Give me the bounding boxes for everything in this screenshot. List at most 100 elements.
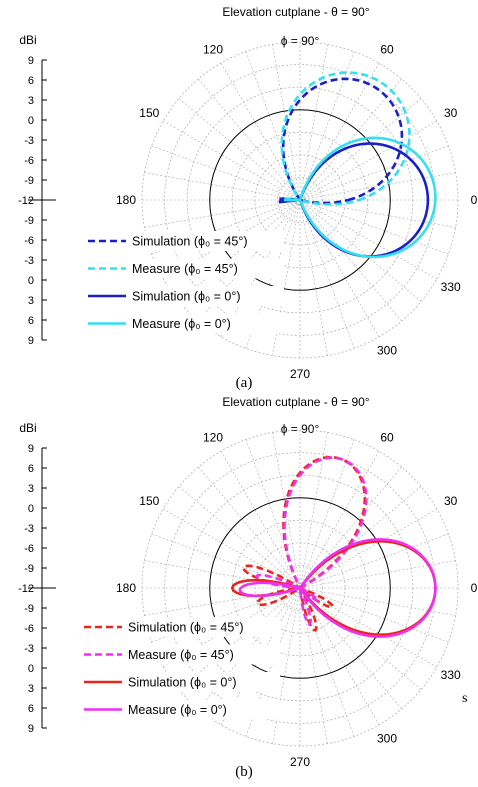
legend-bg: [84, 258, 284, 279]
radial-tick-label: -12: [18, 583, 34, 595]
legend-entry-2: Simulation (ϕ₀ = 0°): [128, 676, 237, 690]
radial-tick-label: -3: [24, 523, 34, 535]
angle-tick-label: 300: [377, 732, 397, 746]
panel-caption: (a): [236, 375, 253, 391]
radial-tick-label: 3: [28, 295, 34, 307]
angle-tick-label: 330: [441, 668, 461, 682]
radial-tick-label: 0: [28, 115, 34, 127]
panel-caption: (b): [235, 764, 253, 780]
series-line-3: [238, 538, 437, 638]
legend-bg: [84, 231, 284, 251]
grid-spoke: [299, 98, 422, 201]
legend-bg: [84, 313, 284, 334]
legend-entry-1: Measure (ϕ₀ = 45°): [132, 262, 238, 276]
radial-tick-label: -3: [24, 255, 34, 267]
grid-spoke: [299, 486, 422, 589]
angle-tick-label: 120: [203, 42, 223, 56]
angle-tick-label: 270: [290, 755, 310, 769]
grid-spoke: [272, 587, 301, 744]
grid-spoke: [245, 51, 301, 201]
radial-tick-label: 6: [28, 315, 34, 327]
radial-tick-label: -6: [24, 155, 34, 167]
radial-tick-label: 6: [28, 703, 34, 715]
radial-tick-label: 3: [28, 483, 34, 495]
legend-entry-0: Simulation (ϕ₀ = 45°): [128, 621, 244, 635]
legend-entry-1: Measure (ϕ₀ = 45°): [128, 648, 234, 662]
radial-tick-label: 6: [28, 463, 34, 475]
radial-tick-label: 9: [28, 55, 34, 67]
radial-axis: dBi 9 6 3 0 -3 -6 -9 -12 -9 -6 -3 0 3 6 9: [18, 33, 56, 347]
radial-tick-label: 0: [28, 275, 34, 287]
unit-label: dBi: [19, 421, 36, 435]
angle-tick-label: 180: [116, 193, 136, 207]
angle-tick-label: 150: [139, 494, 159, 508]
legend-entry-0: Simulation (ϕ₀ = 45°): [132, 235, 248, 249]
angle-tick-label: 30: [444, 106, 458, 120]
grid-spoke: [299, 199, 355, 349]
series-line-2: [278, 142, 430, 258]
grid-spoke: [144, 199, 301, 228]
angle-tick-label: 300: [377, 344, 397, 358]
legend: Simulation (ϕ₀ = 45°) Measure (ϕ₀ = 45°) S…: [80, 617, 280, 720]
angle-tick-label: 150: [139, 106, 159, 120]
chart-title: Elevation cutplane - θ = 90°: [222, 5, 369, 19]
series-line-3: [283, 136, 437, 259]
radial-tick-label: -3: [24, 643, 34, 655]
radial-tick-label: 9: [28, 443, 34, 455]
grid-spoke: [299, 587, 422, 690]
unit-label: dBi: [19, 33, 36, 47]
zero-dbi-circle: [209, 497, 391, 679]
radial-tick-label: -9: [24, 563, 34, 575]
radial-tick-label: -3: [24, 135, 34, 147]
series-line-0: [242, 455, 367, 632]
legend-bg: [80, 672, 280, 692]
radial-tick-label: -9: [24, 175, 34, 187]
grid-spoke: [299, 44, 328, 201]
angle-tick-label: 120: [203, 430, 223, 444]
radial-tick-label: -6: [24, 543, 34, 555]
radial-tick-label: 9: [28, 335, 34, 347]
grid-spoke: [272, 432, 301, 589]
grid-spoke: [299, 199, 402, 322]
grid-spoke: [198, 78, 301, 201]
radial-tick-label: 3: [28, 683, 34, 695]
radial-tick-label: 3: [28, 95, 34, 107]
panel-b: Elevation cutplane - θ = 90° ϕ = 90° (b) 0 3…: [18, 395, 478, 780]
legend-bg: [80, 617, 280, 637]
zero-dbi-circle: [209, 109, 391, 291]
legend-bg: [80, 699, 280, 720]
grid-circle: [231, 131, 369, 269]
top-angle-label: ϕ = 90°: [281, 422, 320, 436]
angle-tick-label: 60: [380, 430, 394, 444]
grid-spoke: [151, 145, 301, 201]
legend-entry-3: Measure (ϕ₀ = 0°): [128, 703, 227, 717]
radial-tick-label: 9: [28, 723, 34, 735]
grid-circle: [277, 177, 323, 223]
radial-tick-label: -6: [24, 235, 34, 247]
panel-a: Elevation cutplane - θ = 90° ϕ = 90° (a) 0 3…: [18, 5, 478, 391]
radial-tick-label: -12: [18, 195, 34, 207]
radial-tick-label: -6: [24, 623, 34, 635]
radial-tick-label: 6: [28, 75, 34, 87]
legend-bg: [84, 286, 284, 306]
radial-tick-label: -9: [24, 215, 34, 227]
grid-spoke: [178, 486, 301, 589]
angle-tick-label: 180: [116, 581, 136, 595]
grid-circle: [277, 565, 323, 611]
radial-tick-label: 0: [28, 663, 34, 675]
angle-tick-label: 0: [471, 581, 478, 595]
stray-text: s: [462, 691, 467, 706]
angle-tick-label: 0: [471, 193, 478, 207]
legend-bg: [80, 644, 280, 665]
top-angle-label: ϕ = 90°: [281, 34, 320, 48]
angle-tick-label: 330: [441, 280, 461, 294]
legend-entry-3: Measure (ϕ₀ = 0°): [132, 317, 231, 331]
angle-tick-label: 270: [290, 367, 310, 381]
series-line-2: [230, 539, 437, 637]
radial-tick-label: 0: [28, 503, 34, 515]
series-line-1: [255, 456, 368, 626]
radial-tick-label: -9: [24, 603, 34, 615]
legend-entry-2: Simulation (ϕ₀ = 0°): [132, 290, 241, 304]
legend: Simulation (ϕ₀ = 45°) Measure (ϕ₀ = 45°) S…: [84, 231, 284, 334]
